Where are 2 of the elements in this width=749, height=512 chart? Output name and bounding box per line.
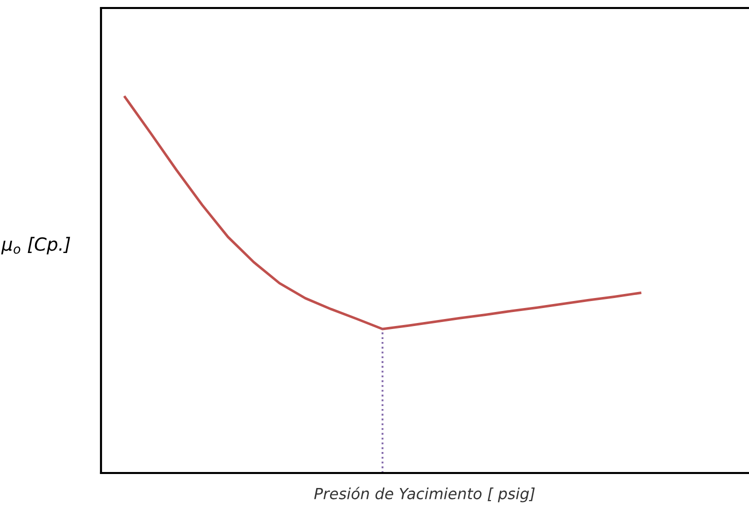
y-axis-title: μ$_{o}$ [Cp.] [1, 236, 70, 254]
x-axis-title: Presión de Yacimiento [ psig] [314, 486, 535, 502]
